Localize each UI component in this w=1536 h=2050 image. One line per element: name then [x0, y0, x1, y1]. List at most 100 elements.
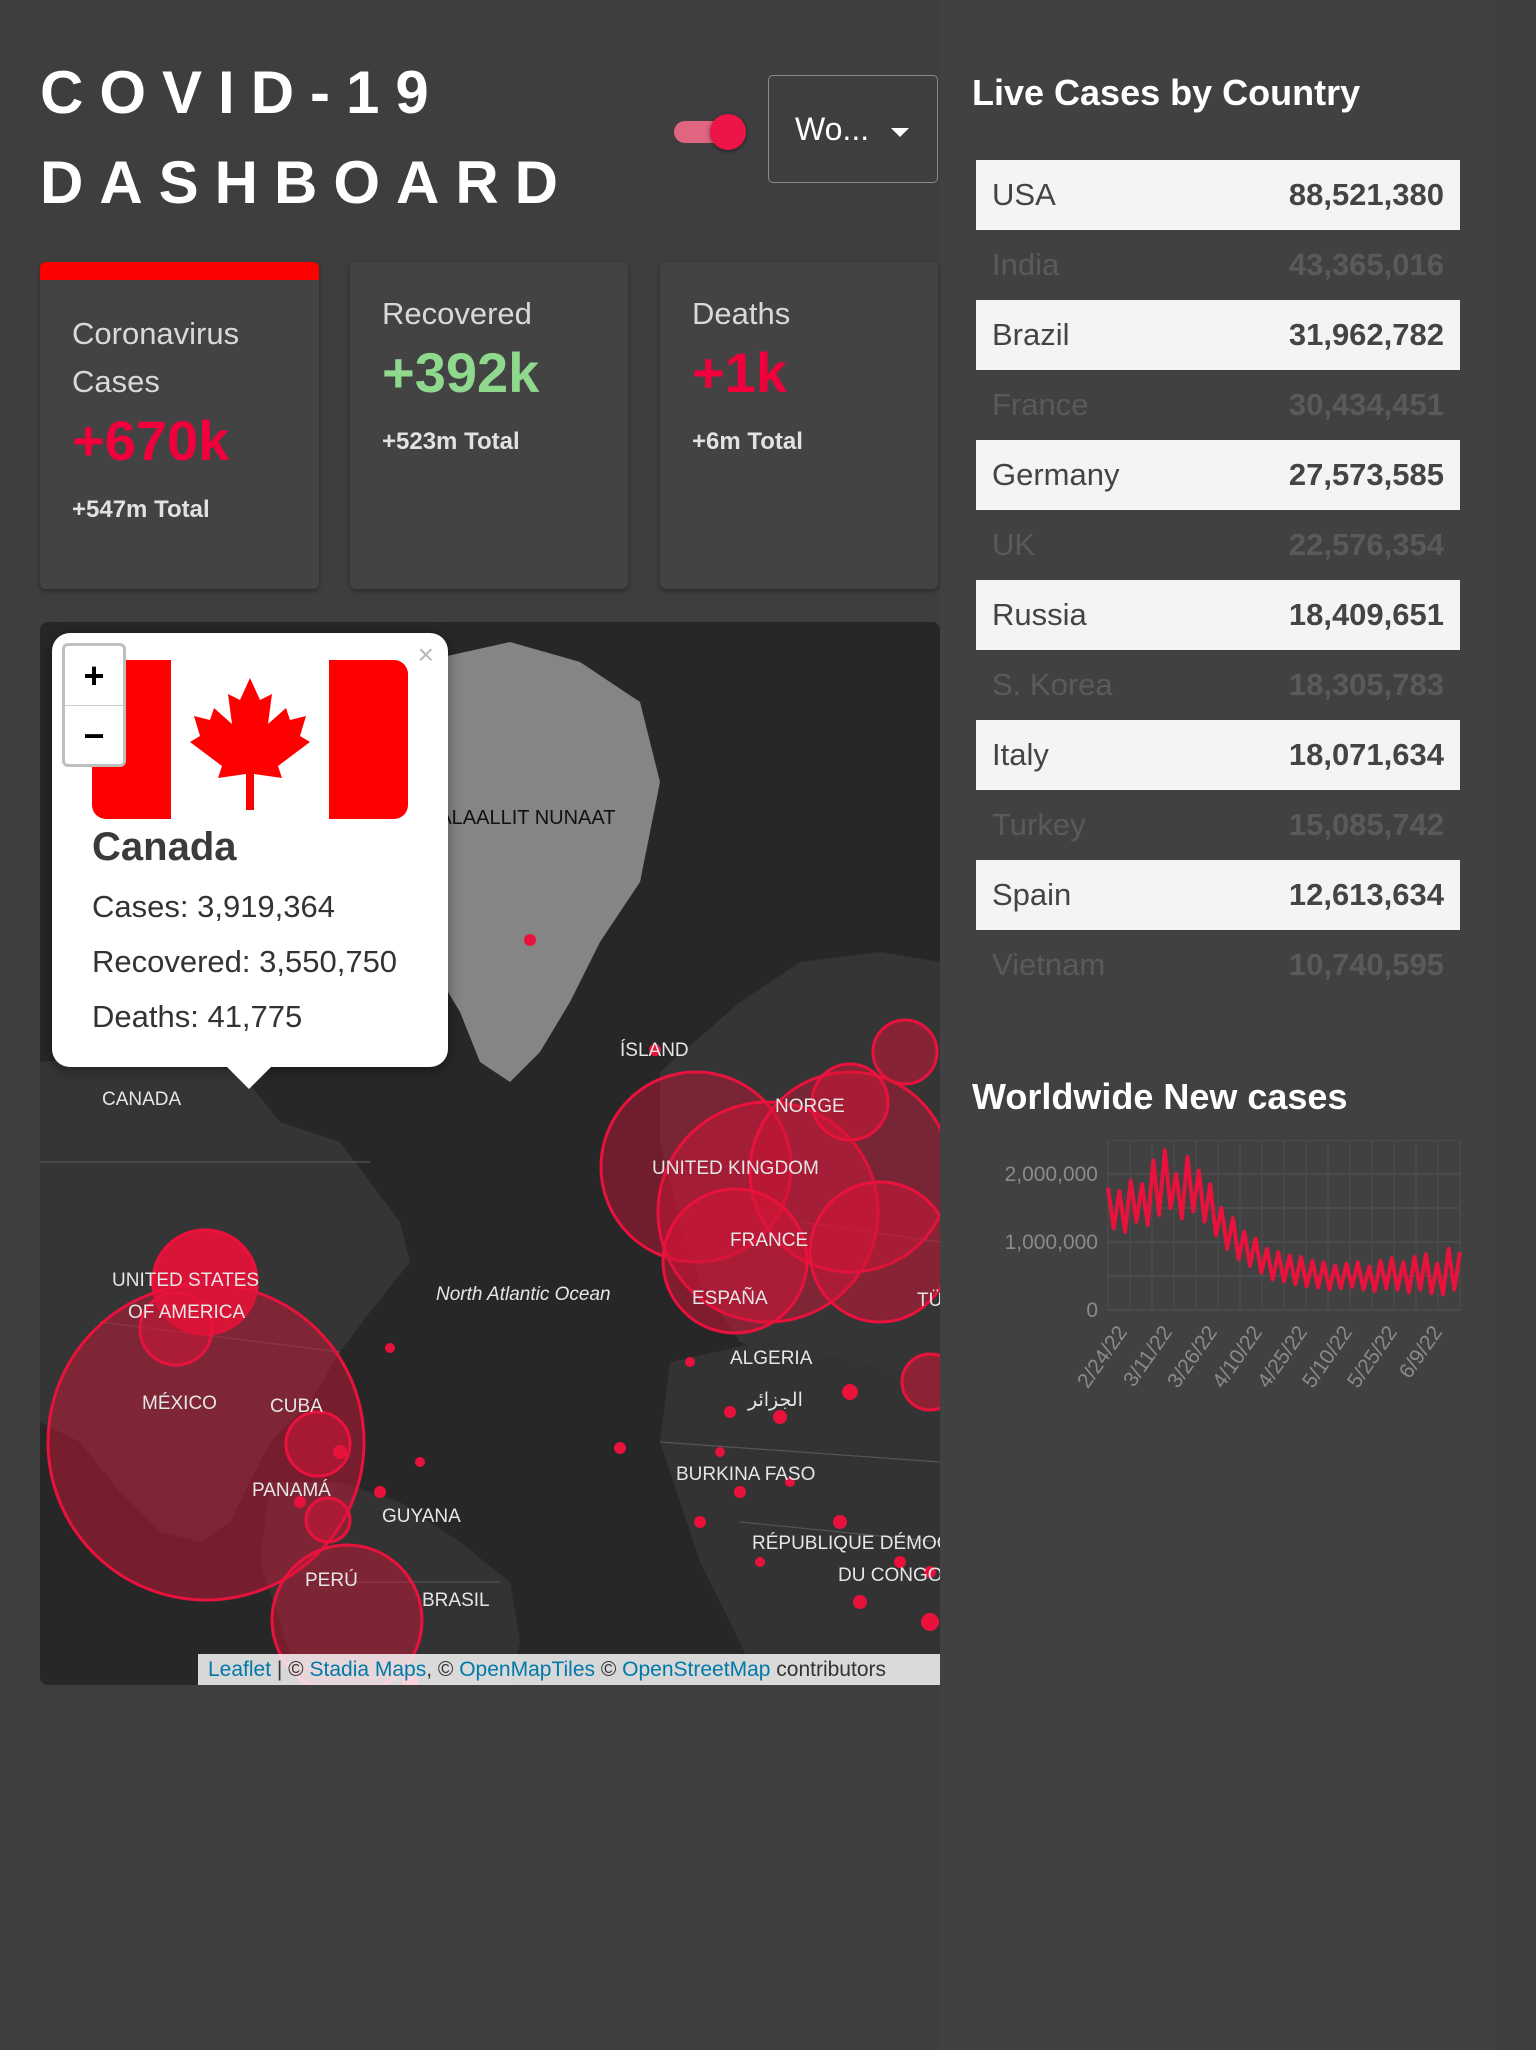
- table-row: France 30,434,451: [976, 370, 1460, 440]
- page-title: COVID-19 DASHBOARD: [40, 48, 574, 228]
- popup-recovered: Recovered: 3,550,750: [92, 944, 398, 979]
- country-name: France: [992, 387, 1089, 422]
- country-name: Turkey: [992, 807, 1086, 842]
- cases-value: +670k: [72, 409, 230, 472]
- recovered-value: +392k: [382, 341, 540, 404]
- close-icon[interactable]: ×: [417, 639, 434, 670]
- chart-y-tick: 1,000,000: [1005, 1231, 1098, 1254]
- label-peru: PERÚ: [305, 1569, 358, 1591]
- table-row: Germany 27,573,585: [976, 440, 1460, 510]
- label-congo: DU CONGO: [838, 1565, 940, 1586]
- title-line-2: DASHBOARD: [40, 149, 574, 216]
- recovered-card[interactable]: Recovered +392k +523m Total: [350, 262, 628, 589]
- table-row: Vietnam 10,740,595: [976, 930, 1460, 1000]
- leaflet-link[interactable]: Leaflet: [208, 1657, 272, 1681]
- table-row: USA 88,521,380: [976, 160, 1460, 230]
- country-name: UK: [992, 527, 1036, 562]
- attrib-sep-1: | ©: [271, 1657, 310, 1681]
- popup-cases: Cases: 3,919,364: [92, 889, 336, 924]
- table-row: Spain 12,613,634: [976, 860, 1460, 930]
- bubble-peru[interactable]: [304, 1496, 352, 1544]
- bubble-mexico[interactable]: [138, 1291, 214, 1367]
- worldwide-title: Worldwide New cases: [972, 1076, 1348, 1117]
- country-cases: 18,409,651: [1288, 597, 1444, 632]
- deaths-total: +6m Total: [692, 428, 803, 455]
- label-usa-2: OF AMERICA: [128, 1302, 246, 1323]
- country-name: Italy: [992, 737, 1049, 772]
- bubble-italy[interactable]: [808, 1180, 940, 1324]
- chart-series-line: [1106, 1148, 1462, 1297]
- world-map[interactable]: KALAALLIT NUNAAT ÍSLAND CANADA UNITED ST…: [40, 622, 940, 1685]
- bubble-norway[interactable]: [871, 1018, 939, 1086]
- country-cases: 88,521,380: [1288, 177, 1444, 212]
- label-norge: NORGE: [775, 1096, 845, 1117]
- table-row: S. Korea 18,305,783: [976, 650, 1460, 720]
- table-row: India 43,365,016: [976, 230, 1460, 300]
- region-select[interactable]: Wo...: [768, 75, 938, 183]
- label-france: FRANCE: [730, 1230, 808, 1251]
- openstreetmap-link[interactable]: OpenStreetMap: [622, 1657, 771, 1681]
- country-cases: 18,305,783: [1288, 667, 1444, 702]
- cases-card[interactable]: Coronavirus Cases +670k +547m Total: [40, 262, 319, 589]
- country-name: Brazil: [992, 317, 1070, 352]
- deaths-value: +1k: [692, 341, 787, 404]
- label-algeria-ar: الجزائر: [747, 1390, 803, 1411]
- chart-y-tick: 0: [1086, 1299, 1098, 1322]
- africa-shape: [660, 1342, 940, 1685]
- chart-x-tick: 6/9/22: [1395, 1322, 1447, 1383]
- country-cases: 30,434,451: [1288, 387, 1444, 422]
- attrib-tail: contributors: [770, 1657, 886, 1681]
- country-name: USA: [992, 177, 1056, 212]
- canada-flag-icon: [92, 660, 408, 819]
- live-cases-title: Live Cases by Country: [972, 72, 1361, 113]
- country-name: Russia: [992, 597, 1087, 632]
- country-cases: 12,613,634: [1288, 877, 1444, 912]
- attrib-sep-3: ©: [595, 1657, 623, 1681]
- bubble-spain[interactable]: [661, 1187, 809, 1335]
- bubble-brazil[interactable]: [270, 1543, 424, 1685]
- country-cases: 31,962,782: [1288, 317, 1444, 352]
- zoom-out-button[interactable]: −: [83, 714, 105, 756]
- openmaptiles-link[interactable]: OpenMapTiles: [459, 1657, 596, 1681]
- label-mexico: MÉXICO: [142, 1393, 217, 1414]
- recovered-total: +523m Total: [382, 428, 520, 455]
- label-ocean: North Atlantic Ocean: [436, 1284, 611, 1305]
- zoom-control: + −: [62, 643, 126, 767]
- greenland-shape: [390, 642, 660, 1082]
- cases-label: Coronavirus Cases: [72, 316, 240, 399]
- country-cases: 18,071,634: [1288, 737, 1444, 772]
- title-line-1: COVID-19: [40, 59, 445, 126]
- stadia-link[interactable]: Stadia Maps: [309, 1657, 427, 1681]
- table-row: Brazil 31,962,782: [976, 300, 1460, 370]
- table-row: Turkey 15,085,742: [976, 790, 1460, 860]
- label-usa: UNITED STATES: [112, 1270, 259, 1291]
- country-name: India: [992, 247, 1060, 282]
- region-select-value: Wo...: [795, 110, 870, 147]
- label-greenland: KALAALLIT NUNAAT: [425, 807, 615, 829]
- recovered-label: Recovered: [382, 296, 532, 331]
- bubble-denmark[interactable]: [810, 1062, 890, 1142]
- chart-y-tick: 2,000,000: [1005, 1163, 1098, 1186]
- country-cases: 22,576,354: [1288, 527, 1444, 562]
- bubble-turkey[interactable]: [900, 1352, 940, 1412]
- cases-total: +547m Total: [72, 496, 210, 523]
- country-name: Spain: [992, 877, 1072, 912]
- zoom-in-button[interactable]: +: [65, 646, 123, 706]
- popup-deaths: Deaths: 41,775: [92, 999, 303, 1034]
- toggle-thumb: [710, 114, 746, 150]
- bubble-colombia[interactable]: [284, 1410, 352, 1478]
- bubble-usa-main[interactable]: [46, 1282, 366, 1602]
- country-name: Vietnam: [992, 947, 1106, 982]
- label-algeria: ALGERIA: [730, 1348, 813, 1369]
- country-cases: 10,740,595: [1288, 947, 1444, 982]
- table-row: Italy 18,071,634: [976, 720, 1460, 790]
- deaths-card[interactable]: Deaths +1k +6m Total: [660, 262, 938, 589]
- country-name: Germany: [992, 457, 1120, 492]
- country-cases: 15,085,742: [1288, 807, 1444, 842]
- label-guyana: GUYANA: [382, 1506, 461, 1527]
- label-uk: UNITED KINGDOM: [652, 1158, 819, 1179]
- chevron-down-icon: [891, 128, 909, 137]
- theme-toggle[interactable]: [674, 112, 746, 150]
- label-brasil: BRASIL: [422, 1590, 490, 1611]
- label-iceland: ÍSLAND: [620, 1040, 689, 1061]
